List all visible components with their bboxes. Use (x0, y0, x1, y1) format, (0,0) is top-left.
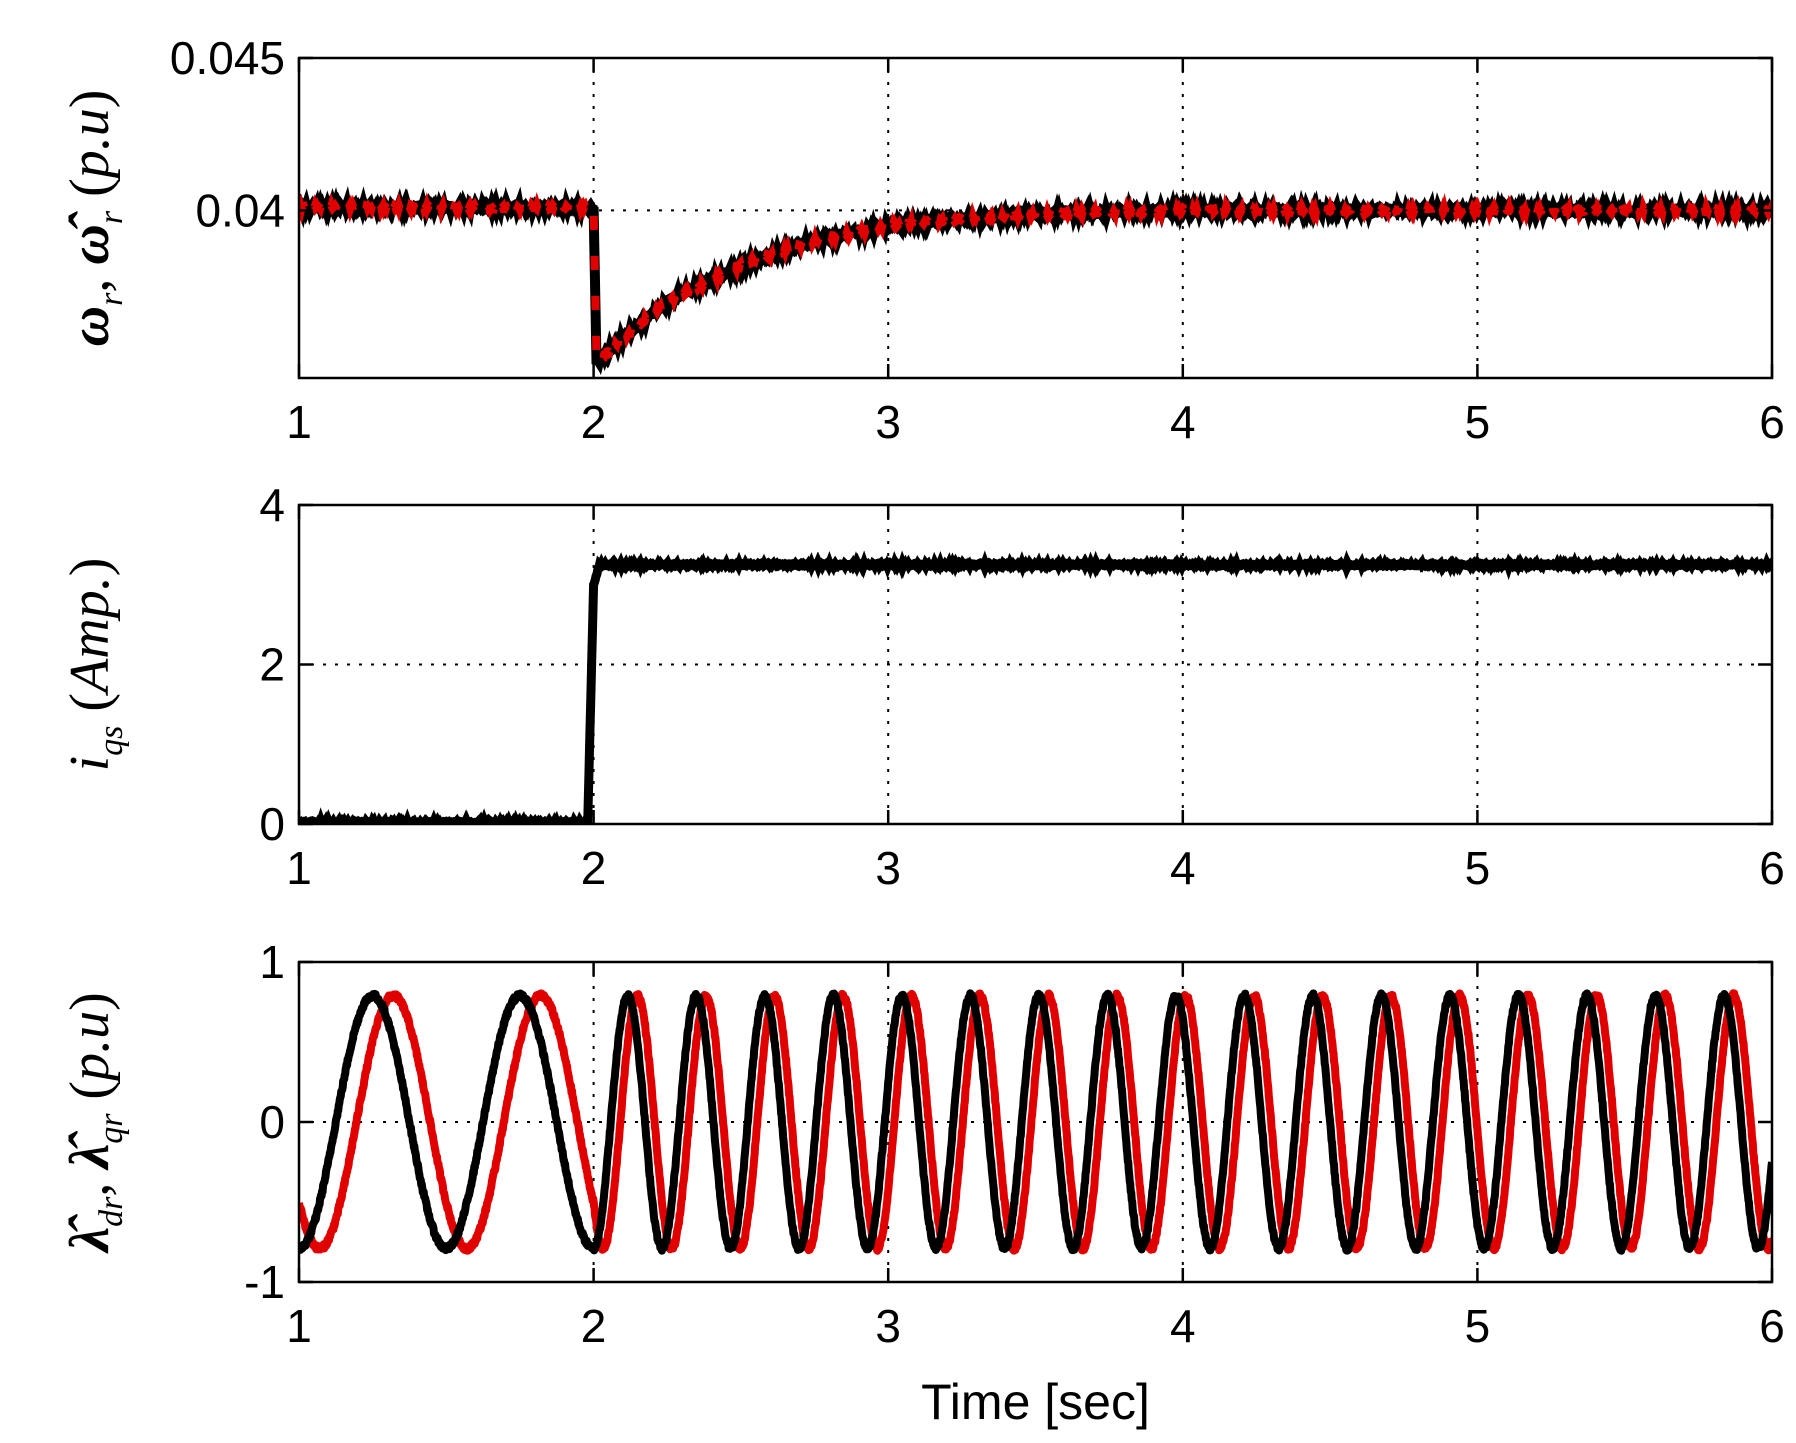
axes-frame (297, 56, 1774, 380)
x-tick-label: 4 (1170, 1300, 1196, 1352)
y-axis-label-part: ( (59, 693, 121, 726)
y-tick-label: -1 (244, 1256, 285, 1308)
y-tick-label: 0.045 (170, 32, 285, 84)
y-axis-label-part: Amp. (59, 576, 121, 697)
x-tick-label: 3 (875, 842, 901, 894)
x-tick-label: 4 (1170, 396, 1196, 448)
axis-ticks (297, 960, 1774, 1284)
x-tick-label: 2 (581, 1300, 607, 1352)
y-axis-label-part: r (93, 292, 130, 306)
x-tick-label: 1 (286, 396, 312, 448)
y-tick-label: 4 (259, 479, 285, 531)
y-axis-label-part: ( (59, 178, 121, 211)
x-tick-label: 6 (1759, 1300, 1785, 1352)
x-tick-label: 5 (1465, 396, 1491, 448)
x-tick-label: 1 (286, 1300, 312, 1352)
x-axis-label: Time [sec] (921, 1374, 1150, 1430)
y-axis-label-part: r (93, 210, 130, 224)
y-axis-label-part: dr (93, 1196, 130, 1227)
y-axis-label-part: qr (93, 1113, 130, 1144)
y-tick-label: 2 (259, 639, 285, 691)
y-axis-label-part: ω (59, 306, 121, 347)
y-tick-label: 1 (259, 936, 285, 988)
y-axis-label-part: p.u (59, 108, 121, 182)
y-axis-label-part: i (59, 756, 121, 772)
series-group (299, 549, 1772, 824)
y-axis-label: iqs (Amp.) (59, 558, 130, 772)
x-tick-label: 6 (1759, 396, 1785, 448)
speed-subplot: 1 2 3 4 5 6 0.04 0.045 ωr, ω̂r (p.u) (59, 32, 1785, 448)
flux-series-line (299, 989, 1772, 1255)
x-tick-label: 5 (1465, 842, 1491, 894)
y-axis-label-part: ( (59, 1081, 121, 1114)
x-tick-label: 6 (1759, 842, 1785, 894)
x-tick-label: 5 (1465, 1300, 1491, 1352)
axis-ticks (297, 56, 1774, 378)
series-group (299, 186, 1772, 376)
y-axis-label: λ̂dr, λ̂qr (p.u) (59, 992, 130, 1254)
y-axis-label-part: ) (59, 90, 121, 109)
y-tick-label: 0.04 (195, 184, 285, 236)
grid-lines (299, 505, 1772, 824)
y-axis-label: ωr, ω̂r (p.u) (59, 90, 130, 347)
y-axis-label-part: , (59, 1169, 121, 1197)
y-axis-label-part: ) (59, 558, 121, 577)
x-tick-label: 2 (581, 396, 607, 448)
y-axis-label-part: p.u (59, 1011, 121, 1085)
y-tick-label: 0 (259, 1096, 285, 1148)
y-axis-label-part: ) (59, 992, 121, 1011)
estimated-speed-line (299, 190, 1772, 370)
y-tick-label: 0 (259, 798, 285, 850)
flux-subplot: 1 2 3 4 5 6 -1 0 1 λ̂dr, λ̂qr (p.u) Time [sec] (59, 936, 1785, 1430)
x-tick-label: 4 (1170, 842, 1196, 894)
y-axis-label-part: qs (93, 726, 130, 756)
x-tick-label: 3 (875, 1300, 901, 1352)
current-series-line (299, 549, 1772, 824)
x-tick-label: 2 (581, 842, 607, 894)
current-subplot: 1 2 3 4 5 6 0 2 4 iqs (Amp.) (59, 479, 1785, 894)
axis-ticks (297, 503, 1774, 826)
flux-series-line (299, 989, 1772, 1255)
plot-area (299, 505, 1772, 824)
x-tick-label: 3 (875, 396, 901, 448)
x-tick-label: 1 (286, 842, 312, 894)
series-group (299, 989, 1772, 1255)
y-axis-label-part: , (59, 265, 121, 293)
